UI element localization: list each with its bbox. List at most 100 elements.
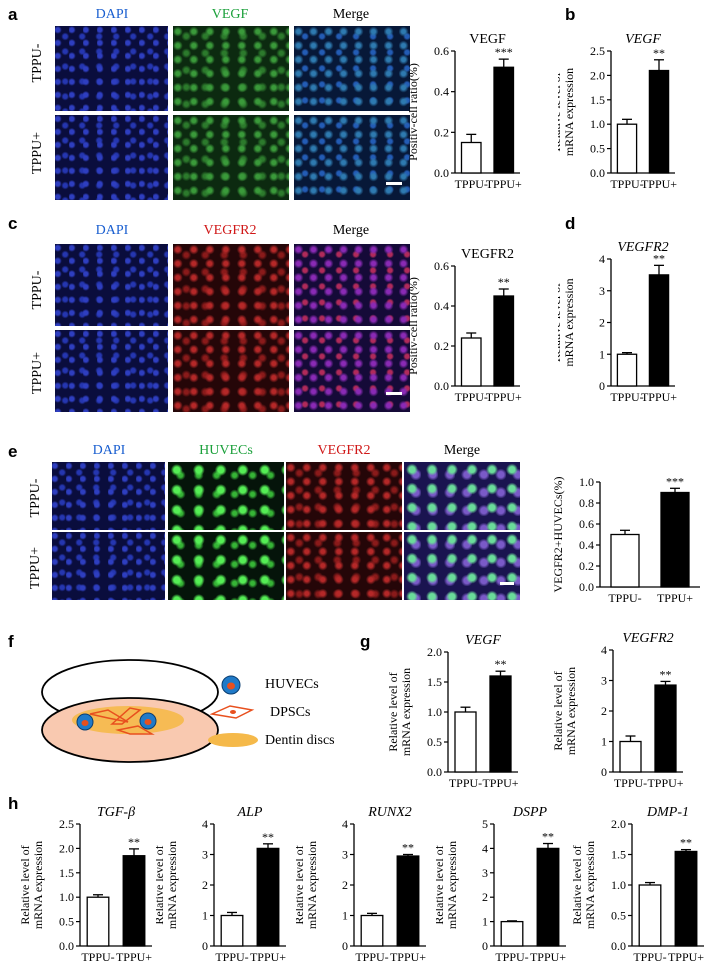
y-tick-label: 0.0 — [434, 166, 449, 180]
y-tick-label: 0.5 — [611, 909, 626, 923]
y-tick-label: 4 — [342, 817, 348, 831]
micrograph-merge-plus — [294, 115, 410, 200]
y-tick-label: 2 — [599, 316, 605, 330]
channel-label-dapi: DAPI — [92, 443, 126, 458]
chart-title: VEGF — [469, 32, 506, 47]
legend-dpscs: DPSCs — [270, 705, 311, 720]
bar-TPPU+ — [396, 855, 420, 947]
x-tick-label: TPPU- — [449, 776, 482, 790]
row-label-tppu-minus: TPPU- — [30, 270, 45, 310]
bar-TPPU- — [616, 353, 638, 387]
bar-TPPU- — [610, 533, 640, 588]
y-tick-label: 0.4 — [434, 85, 449, 99]
y-tick-label: 0 — [342, 939, 348, 953]
y-tick-label: 3 — [601, 674, 607, 688]
micrograph-vegfr2-minus — [173, 244, 289, 326]
row-label-tppu-plus: TPPU+ — [30, 131, 45, 175]
x-tick-label: TPPU+ — [530, 950, 566, 963]
y-axis-label: mRNA expression — [562, 68, 576, 156]
x-tick-label: TPPU- — [610, 177, 643, 191]
y-axis-label: Relative level of — [558, 72, 563, 151]
chart-title: RUNX2 — [367, 805, 412, 820]
bar-TPPU- — [619, 740, 642, 773]
x-tick-label: TPPU- — [614, 776, 647, 790]
significance-marker: *** — [666, 474, 684, 488]
x-tick-label: TPPU+ — [668, 950, 704, 963]
y-tick-label: 0.2 — [579, 559, 594, 573]
y-axis-label: mRNA expression — [562, 278, 576, 366]
x-tick-label: TPPU+ — [641, 390, 677, 404]
significance-marker: ** — [262, 830, 274, 844]
y-tick-label: 1.5 — [427, 675, 442, 689]
bar-chart-g-vegfr2: VEGFR2 0 1 2 3 4 Relative level of mRNA express… — [551, 631, 684, 790]
y-tick-label: 1.5 — [590, 93, 605, 107]
y-tick-label: 2 — [342, 878, 348, 892]
y-tick-label: 0.4 — [434, 299, 449, 313]
y-tick-label: 0.5 — [590, 142, 605, 156]
bar-TPPU+ — [654, 684, 677, 773]
y-tick-label: 0.0 — [427, 765, 442, 779]
bar-chart-b: VEGF 0.0 0.5 1.0 1.5 2.0 2.5 Relative level of m… — [558, 32, 677, 191]
row-label-tppu-plus: TPPU+ — [30, 351, 45, 395]
y-tick-label: 0.2 — [434, 339, 449, 353]
chart-title: VEGF — [625, 32, 661, 47]
chart-title: DSPP — [512, 805, 548, 820]
bar-chart-a: VEGF 0.0 0.2 0.4 0.6 Positiv-cell ratio(%) TPP… — [406, 32, 522, 191]
y-tick-label: 1 — [599, 347, 605, 361]
y-tick-label: 0.2 — [434, 125, 449, 139]
channel-label-merge: Merge — [443, 443, 481, 458]
x-tick-label: TPPU+ — [641, 177, 677, 191]
y-tick-label: 0 — [482, 939, 488, 953]
y-axis-label: Positiv-cell ratio(%) — [406, 63, 420, 161]
panel-letter-f: f — [8, 632, 14, 651]
y-axis-label: Relative level of — [570, 845, 584, 924]
row-label-tppu-minus: TPPU- — [30, 43, 45, 83]
y-tick-label: 1 — [601, 735, 607, 749]
bar-chart-h-dspp: DSPP 0 1 2 3 4 5 Relative level of mRNA expressi… — [436, 805, 566, 963]
bar-TPPU- — [638, 884, 662, 947]
scale-bar — [500, 582, 514, 585]
significance-marker: ** — [542, 830, 554, 844]
y-tick-label: 0.0 — [590, 166, 605, 180]
y-tick-label: 2 — [202, 878, 208, 892]
chart-title: ALP — [237, 805, 263, 820]
chart-title: VEGF — [465, 633, 501, 648]
row-label-tppu-plus: TPPU+ — [28, 546, 43, 590]
micrograph-dapi-plus — [55, 330, 168, 412]
y-tick-label: 1.5 — [611, 848, 626, 862]
y-tick-label: 1.5 — [59, 866, 74, 880]
scale-bar — [386, 392, 402, 395]
panel-letter-g: g — [360, 632, 371, 651]
significance-marker: *** — [495, 45, 513, 59]
x-tick-label: TPPU+ — [486, 177, 522, 191]
channel-label-merge: Merge — [332, 7, 370, 22]
y-tick-label: 2 — [601, 704, 607, 718]
bar-chart-h-runx2: RUNX2 0 1 2 3 4 Relative level of mRNA expressi… — [296, 805, 426, 963]
y-tick-label: 5 — [482, 817, 488, 831]
bar-chart-h-dmp1: DMP-1 0.0 0.5 1.0 1.5 2.0 Relative level of mRN… — [570, 805, 704, 963]
micrograph-vegfr2-plus — [173, 330, 289, 412]
bar-TPPU- — [360, 914, 384, 947]
significance-marker: ** — [653, 251, 665, 265]
y-tick-label: 3 — [342, 848, 348, 862]
bar-TPPU+ — [256, 847, 280, 947]
y-tick-label: 3 — [599, 284, 605, 298]
y-axis-label: Relative level of — [296, 845, 306, 924]
micrograph-merge-plus — [404, 532, 520, 600]
channel-label-vegfr2: VEGFR2 — [203, 223, 257, 238]
channel-label-vegf: VEGF — [211, 7, 249, 22]
y-tick-label: 2.0 — [59, 841, 74, 855]
micrograph-vegf-plus — [173, 115, 289, 200]
micrograph-merge-plus — [294, 330, 410, 412]
x-tick-label: TPPU- — [355, 950, 388, 963]
y-tick-label: 1 — [482, 915, 488, 929]
y-axis-label: mRNA expression — [399, 668, 413, 756]
x-tick-label: TPPU+ — [116, 950, 152, 963]
bar-chart-g-vegf: VEGF 0.0 0.5 1.0 1.5 2.0 Relative level of mRNA… — [386, 633, 519, 790]
culture-dish-diagram — [41, 659, 258, 763]
bar-TPPU+ — [489, 675, 512, 773]
significance-marker: ** — [660, 667, 672, 681]
bar-TPPU- — [454, 711, 477, 773]
y-tick-label: 0 — [599, 379, 605, 393]
y-tick-label: 1.0 — [427, 705, 442, 719]
